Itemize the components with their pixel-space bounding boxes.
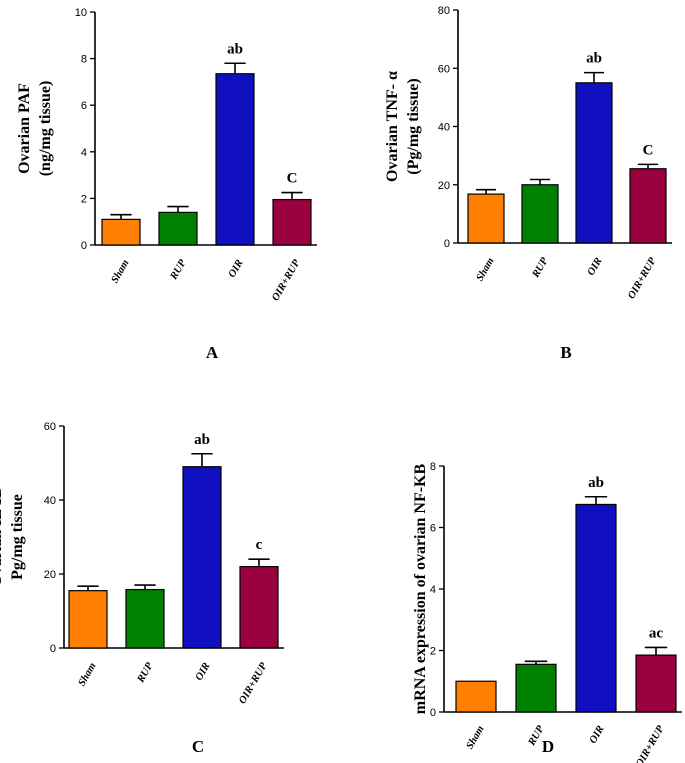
- panel-b: 0 20 40 60 80 Ovarian TNF- α (Pg/mg tissue) Sha…: [384, 5, 672, 362]
- bar-oir-rup: [635, 654, 677, 713]
- bar-sham: [101, 218, 141, 246]
- category-label: Sham: [465, 724, 487, 751]
- bar-rup: [515, 663, 557, 713]
- significance-label: C: [287, 171, 298, 187]
- significance-label: ab: [588, 475, 604, 491]
- category-label: Sham: [77, 661, 99, 688]
- category-label: OIR+RUP: [626, 255, 659, 301]
- y-tick-label: 6: [430, 523, 436, 535]
- y-tick-label: 0: [81, 240, 87, 252]
- y-tick-label: 4: [430, 584, 436, 596]
- significance-label: C: [643, 142, 654, 158]
- category-label: OIR: [588, 724, 607, 746]
- y-tick-label: 40: [44, 495, 56, 507]
- y-tick-label: 4: [81, 147, 87, 159]
- y-tick-label: 60: [44, 421, 56, 433]
- category-label: Sham: [110, 258, 132, 285]
- bar-sham: [68, 590, 108, 649]
- panel-letter: A: [206, 343, 219, 362]
- category-label: OIR: [227, 258, 246, 280]
- panel-letter: B: [560, 343, 571, 362]
- y-axis-label: Pg/mg tissue: [9, 494, 26, 580]
- significance-label: ab: [586, 51, 602, 67]
- category-label: RUP: [168, 257, 189, 282]
- bar-rup: [158, 211, 198, 246]
- category-label: OIR: [194, 661, 213, 683]
- bar-oir: [182, 466, 222, 649]
- y-tick-label: 2: [430, 646, 436, 658]
- bar-sham: [467, 193, 505, 244]
- bar-oir-rup: [239, 565, 279, 649]
- bar-rup: [521, 184, 559, 244]
- significance-label: c: [256, 537, 263, 553]
- category-label: OIR+RUP: [237, 660, 270, 706]
- category-label: RUP: [530, 255, 551, 280]
- y-tick-label: 2: [81, 193, 87, 205]
- category-label: RUP: [135, 660, 156, 685]
- bar-oir: [575, 503, 617, 713]
- category-label: Sham: [475, 256, 497, 283]
- y-tick-label: 0: [430, 707, 436, 719]
- bar-oir-rup: [272, 198, 312, 246]
- y-tick-label: 20: [44, 569, 56, 581]
- bar-oir: [215, 73, 255, 246]
- panel-c: 0 20 40 60 Ovarian IL 1B Pg/mg tissue Sham RUP a…: [0, 421, 284, 756]
- panel-letter: C: [192, 737, 204, 756]
- y-axis-label: (Pg/mg tissue): [405, 78, 422, 174]
- y-axis-label: Ovarian PAF: [16, 83, 33, 174]
- significance-label: ab: [194, 432, 210, 448]
- y-tick-label: 40: [438, 122, 450, 134]
- y-tick-label: 8: [430, 461, 436, 473]
- significance-label: ab: [227, 41, 243, 57]
- y-tick-label: 0: [444, 238, 450, 250]
- y-tick-label: 10: [75, 7, 87, 19]
- y-axis-label: (ng/mg tissue): [37, 81, 54, 177]
- y-axis-label: Ovarian TNF- α: [384, 71, 401, 182]
- y-axis-label: mRNA expression of ovarian NF-KB: [412, 463, 429, 714]
- category-label: OIR+RUP: [270, 257, 303, 303]
- y-axis-label: Ovarian IL 1B: [0, 487, 5, 587]
- panel-a: 0 2 4 6 8 10 Ovarian PAF (ng/mg tissue) Sham RUP a…: [16, 7, 317, 362]
- bar-oir-rup: [629, 168, 667, 244]
- bar-rup: [125, 588, 165, 649]
- y-tick-label: 80: [438, 5, 450, 17]
- y-tick-label: 6: [81, 100, 87, 112]
- bar-sham: [455, 680, 497, 713]
- y-tick-label: 8: [81, 54, 87, 66]
- bar-oir: [575, 82, 613, 244]
- significance-label: ac: [649, 625, 664, 641]
- y-tick-label: 20: [438, 180, 450, 192]
- category-label: OIR+RUP: [634, 723, 667, 763]
- y-tick-label: 0: [50, 643, 56, 655]
- category-label: OIR: [586, 256, 605, 278]
- y-tick-label: 60: [438, 63, 450, 75]
- panel-letter: D: [542, 737, 554, 756]
